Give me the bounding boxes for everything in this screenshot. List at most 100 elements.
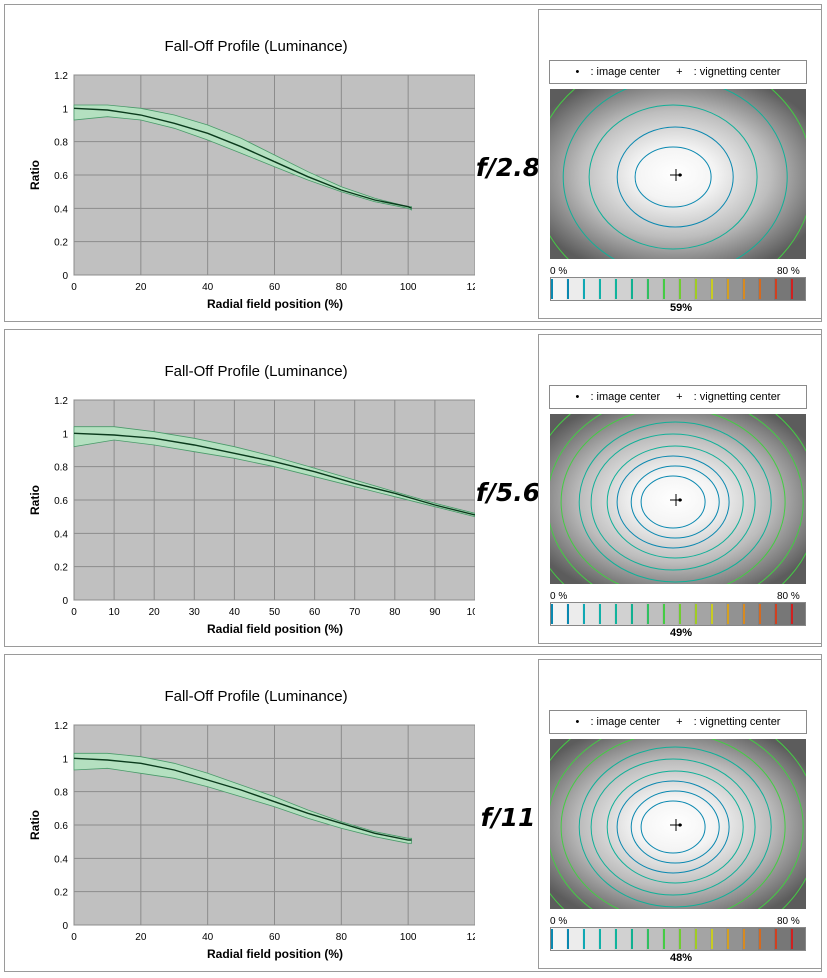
colorbar-segment xyxy=(678,927,694,951)
falloff-chart: 0 0.2 0.4 0.6 0.8 1 1.2 0 10 20 30 40 50 60 70 80 90 100 F… xyxy=(28,363,475,636)
chart-title: Fall-Off Profile (Luminance) xyxy=(164,38,347,55)
colorbar-segment xyxy=(614,602,630,626)
colorbar-segment xyxy=(726,277,742,301)
fstop-label: f/5.6 xyxy=(475,478,541,507)
y-tick-label: 0.4 xyxy=(54,529,68,540)
y-tick-label: 0 xyxy=(62,921,68,932)
colorbar-segment xyxy=(710,927,726,951)
panel-f11: 0 0.2 0.4 0.6 0.8 1 1.2 0 20 40 60 80 100 120 Fall-Off… xyxy=(4,654,822,972)
colorbar-segment xyxy=(630,927,646,951)
x-axis-label: Radial field position (%) xyxy=(207,622,343,636)
contour-line xyxy=(630,790,720,864)
colorbar-segment xyxy=(582,602,598,626)
fstop-label: f/2.8 xyxy=(475,153,541,182)
falloff-heatmap xyxy=(550,89,806,259)
colorbar-segment xyxy=(566,602,582,626)
colorbar-segment xyxy=(742,927,758,951)
image-center-marker xyxy=(678,498,682,502)
scale-min-label: 0 % xyxy=(550,591,568,602)
x-tick-label: 40 xyxy=(229,607,241,618)
deviation-band xyxy=(73,752,412,844)
falloff-heatmap xyxy=(550,739,806,909)
series-line xyxy=(73,432,475,516)
x-tick-label: 0 xyxy=(71,607,77,618)
vignetting-map-panel: • : image center + : vignetting center 0 … xyxy=(538,334,822,644)
x-tick-label: 120 xyxy=(467,932,475,943)
colorbar-segment xyxy=(694,927,710,951)
vignetting-map-panel: • : image center + : vignetting center 0 … xyxy=(538,9,822,319)
y-tick-label: 0.8 xyxy=(54,788,68,799)
colorbar-segment xyxy=(726,602,742,626)
y-tick-label: 0.6 xyxy=(54,821,68,832)
y-axis-label: Ratio xyxy=(28,810,42,840)
image-center-marker xyxy=(678,823,682,827)
contour-line xyxy=(630,465,720,539)
scale-max-label: 80 % xyxy=(777,916,800,927)
map-legend: • : image center + : vignetting center xyxy=(549,385,807,409)
colorbar-segment xyxy=(566,927,582,951)
scale-min-label: 0 % xyxy=(550,916,568,927)
y-axis-label: Ratio xyxy=(28,485,42,515)
colorbar-segment xyxy=(598,602,614,626)
image-center-legend: • : image center xyxy=(575,66,661,78)
y-tick-label: 1.2 xyxy=(54,71,68,82)
x-tick-label: 100 xyxy=(400,932,417,943)
colorbar-segment xyxy=(678,277,694,301)
colorbar-segment xyxy=(710,277,726,301)
y-tick-label: 0.2 xyxy=(54,238,68,249)
x-tick-label: 90 xyxy=(429,607,441,618)
x-tick-label: 50 xyxy=(269,607,281,618)
y-tick-label: 1 xyxy=(62,104,68,115)
panel-f2-8: 0 0.2 0.4 0.6 0.8 1 1.2 0 20 40 60 80 100 120 Fall-Off… xyxy=(4,4,822,322)
y-tick-label: 0.2 xyxy=(54,563,68,574)
y-tick-label: 0.8 xyxy=(54,463,68,474)
vignetting-percent: 49% xyxy=(669,627,693,639)
colorbar-segment xyxy=(742,277,758,301)
colorbar-segment xyxy=(550,602,566,626)
x-tick-label: 30 xyxy=(189,607,201,618)
falloff-heatmap xyxy=(550,414,806,584)
vignetting-center-legend: + : vignetting center xyxy=(676,716,781,728)
falloff-chart: 0 0.2 0.4 0.6 0.8 1 1.2 0 20 40 60 80 100 120 Fall-Off… xyxy=(28,38,475,311)
chart-title: Fall-Off Profile (Luminance) xyxy=(164,363,347,380)
chart-title: Fall-Off Profile (Luminance) xyxy=(164,688,347,705)
colorbar-segment xyxy=(566,277,582,301)
x-tick-label: 60 xyxy=(269,932,281,943)
y-tick-label: 0.6 xyxy=(54,496,68,507)
x-tick-label: 20 xyxy=(135,282,147,293)
contour-line xyxy=(616,455,730,549)
contour-line xyxy=(634,146,712,208)
x-tick-label: 40 xyxy=(202,932,214,943)
contour-line xyxy=(616,780,730,874)
scale-max-label: 80 % xyxy=(777,266,800,277)
contour-line xyxy=(606,770,744,884)
colorbar-segment xyxy=(678,602,694,626)
colorbar-segment xyxy=(742,602,758,626)
colorbar-segment xyxy=(774,602,790,626)
y-axis-label: Ratio xyxy=(28,160,42,190)
vignetting-map xyxy=(550,414,806,584)
colorbar-segment xyxy=(630,277,646,301)
colorbar-segment xyxy=(662,277,678,301)
colorbar-segment xyxy=(662,927,678,951)
colorbar-segment xyxy=(550,277,566,301)
x-tick-label: 40 xyxy=(202,282,214,293)
map-legend: • : image center + : vignetting center xyxy=(549,60,807,84)
y-tick-label: 1 xyxy=(62,754,68,765)
image-center-legend: • : image center xyxy=(575,716,661,728)
colorbar-segment xyxy=(694,277,710,301)
image-center-marker xyxy=(678,173,682,177)
colorbar-segment xyxy=(790,927,806,951)
colorbar-frame xyxy=(550,602,806,626)
contour-line xyxy=(590,433,756,571)
y-tick-label: 0.4 xyxy=(54,204,68,215)
colorbar-segment xyxy=(550,927,566,951)
y-tick-label: 0 xyxy=(62,271,68,282)
colorbar-frame xyxy=(550,277,806,301)
x-tick-label: 100 xyxy=(467,607,475,618)
fstop-label: f/11 xyxy=(480,803,536,832)
colorbar-segment xyxy=(790,277,806,301)
contour-line xyxy=(606,445,744,559)
y-tick-label: 0.4 xyxy=(54,854,68,865)
series-line xyxy=(73,757,412,841)
